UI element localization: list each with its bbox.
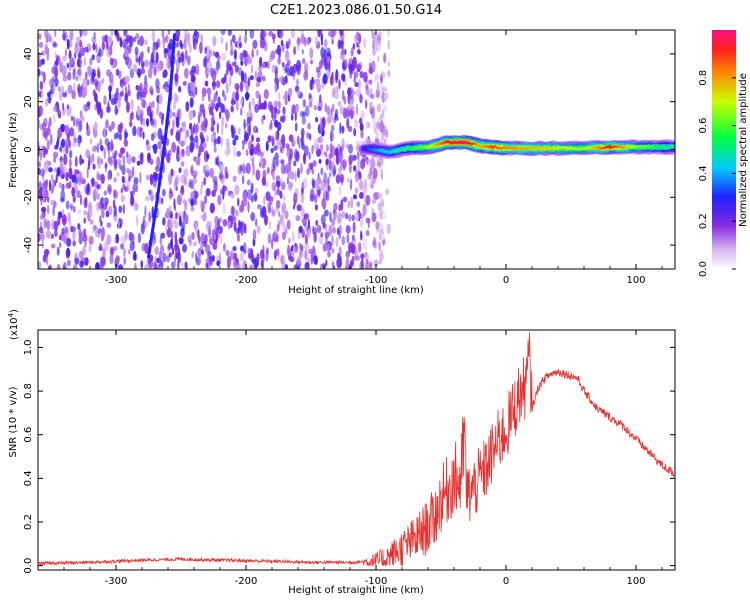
snr-y-tick-label: 0.8 — [23, 383, 34, 399]
snr-y-tick-label: 1.0 — [23, 340, 34, 356]
snr-x-tick-label: -200 — [235, 576, 258, 587]
colorbar-label: Normalized spectral amplitude — [738, 73, 749, 227]
snr-y-scale-exponent: 4 — [7, 312, 15, 317]
spectrogram-y-label: Frequency (Hz) — [8, 112, 19, 188]
spectrogram-x-tick-label: 100 — [626, 275, 645, 286]
spectrogram-y-tick-label: 40 — [23, 48, 34, 61]
snr-x-label: Height of straight line (km) — [288, 585, 424, 596]
snr-y-tick-label: 0.2 — [23, 514, 34, 530]
colorbar-tick-label: 0.8 — [698, 70, 709, 86]
colorbar-tick-label: 0.4 — [698, 165, 709, 181]
colorbar-tick-label: 0.2 — [698, 213, 709, 229]
spectrogram-x-tick-label: -300 — [105, 275, 128, 286]
snr-y-scale-suffix: ) — [9, 309, 20, 313]
figure-title: C2E1.2023.086.01.50.G14 — [270, 3, 442, 18]
svg-text:(x104): (x104) — [7, 309, 20, 340]
snr-y-scale-prefix: (x10 — [9, 317, 20, 340]
snr-y-scale: (x104) — [7, 309, 20, 340]
snr-y-label: SNR (10 * v/v) — [8, 386, 19, 457]
spectrogram-x-tick-label: -100 — [365, 275, 388, 286]
colorbar: 0.0 0.2 0.4 0.6 0.8 Normalized spectral ampl… — [698, 30, 749, 277]
spectrogram-signal-band — [356, 134, 675, 160]
spectrogram-streak — [147, 33, 176, 259]
spectrogram-y-tick-label: 0 — [23, 146, 34, 152]
colorbar-tick-label: 0.0 — [698, 261, 709, 277]
snr-x-tick-label: 0 — [503, 576, 509, 587]
snr-frame — [37, 329, 676, 571]
snr-series-line — [38, 332, 675, 567]
spectrogram-y-tick-label: -40 — [23, 237, 34, 253]
snr-x-tick-label: 100 — [626, 576, 645, 587]
spectrogram-x-label: Height of straight line (km) — [288, 285, 424, 296]
spectrogram-y-tick-label: -20 — [23, 189, 34, 205]
snr-y-tick-label: 0.0 — [23, 558, 34, 574]
spectrogram-noise — [38, 30, 391, 269]
colorbar-tick-label: 0.6 — [698, 118, 709, 134]
spectrogram-x-tick-label: -200 — [235, 275, 258, 286]
snr-y-tick-label: 0.6 — [23, 427, 34, 443]
colorbar-gradient — [712, 30, 736, 269]
spectrogram-y-tick-label: 20 — [23, 95, 34, 108]
snr-y-tick-label: 0.4 — [23, 470, 34, 486]
snr-panel: -300 -200 -100 0 100 0.0 0.2 0.4 0.6 0.8 1.0 Heig… — [7, 309, 676, 596]
snr-x-tick-label: -100 — [365, 576, 388, 587]
spectrogram-x-tick-label: 0 — [503, 275, 509, 286]
snr-x-tick-label: -300 — [105, 576, 128, 587]
spectrogram-heatmap — [38, 30, 675, 269]
